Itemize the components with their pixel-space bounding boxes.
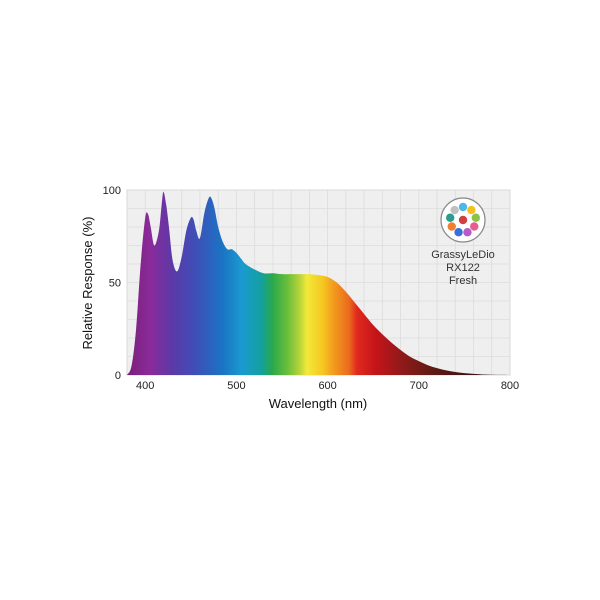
legend-brand: GrassyLeDio — [431, 249, 495, 261]
y-tick-label: 100 — [103, 185, 121, 197]
legend-dot — [454, 228, 463, 237]
legend-dot — [450, 205, 459, 215]
x-tick-label: 600 — [318, 380, 336, 392]
legend-dot — [467, 205, 476, 215]
spectrum-area — [127, 191, 510, 375]
x-tick-label: 400 — [136, 380, 154, 392]
x-tick-label: 700 — [410, 380, 428, 392]
legend-dot — [458, 215, 468, 225]
legend-dot — [463, 228, 472, 237]
y-axis-label: Relative Response (%) — [80, 217, 95, 350]
x-tick-label: 500 — [227, 380, 245, 392]
legend-dot — [458, 202, 468, 212]
legend-dot — [446, 213, 455, 222]
legend-variant: Fresh — [449, 275, 477, 287]
legend-dot — [470, 222, 479, 231]
y-tick-label: 0 — [115, 370, 121, 382]
legend: GrassyLeDio RX122 Fresh — [431, 197, 495, 287]
legend-model: RX122 — [446, 262, 480, 274]
legend-dot — [447, 222, 456, 231]
x-axis-label: Wavelength (nm) — [269, 396, 368, 411]
legend-dots — [446, 202, 480, 237]
tick-labels: 400 500 600 700 800 0 50 100 — [103, 185, 520, 392]
x-tick-label: 800 — [501, 380, 519, 392]
legend-dot — [471, 213, 480, 222]
y-tick-label: 50 — [109, 278, 121, 290]
